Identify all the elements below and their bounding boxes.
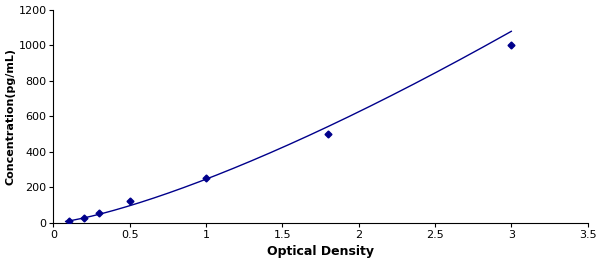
X-axis label: Optical Density: Optical Density xyxy=(267,246,374,258)
Y-axis label: Concentration(pg/mL): Concentration(pg/mL) xyxy=(5,48,16,185)
